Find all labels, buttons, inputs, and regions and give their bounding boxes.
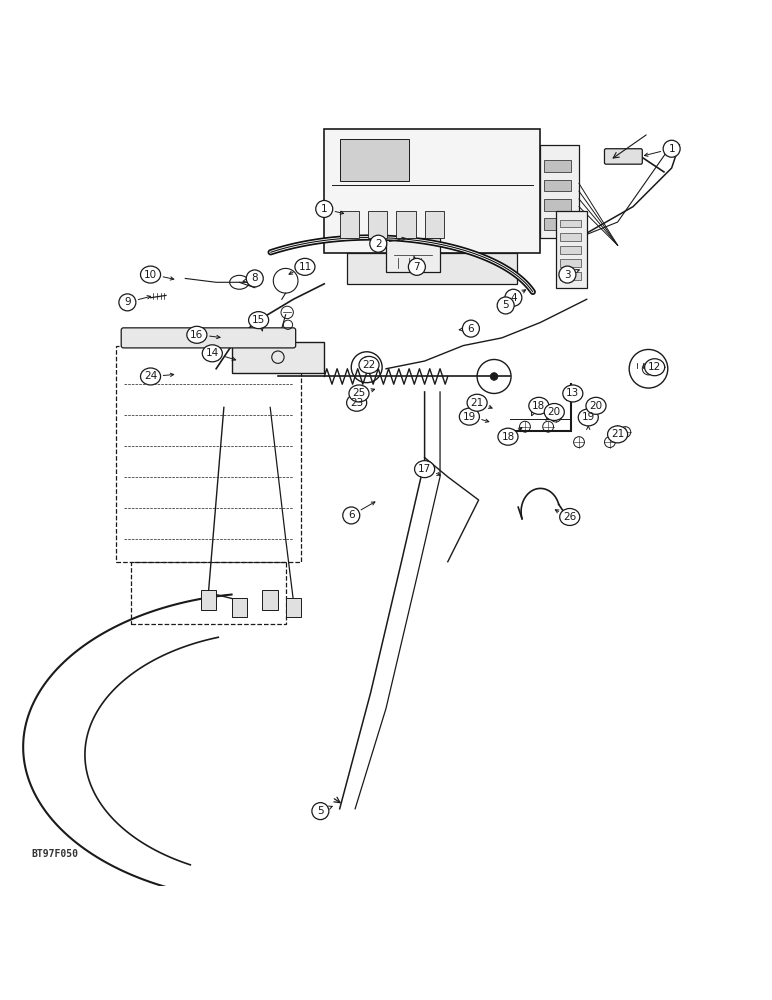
Text: 19: 19 [462,412,476,422]
Text: BT97F050: BT97F050 [31,849,78,859]
Text: 6: 6 [468,324,474,334]
FancyBboxPatch shape [540,145,579,238]
FancyBboxPatch shape [556,211,587,288]
FancyBboxPatch shape [340,139,409,181]
Circle shape [363,363,371,371]
FancyBboxPatch shape [340,211,359,238]
Ellipse shape [563,385,583,402]
Ellipse shape [608,426,628,443]
Ellipse shape [578,409,598,426]
Ellipse shape [187,326,207,343]
Text: 25: 25 [352,388,366,398]
FancyBboxPatch shape [386,238,440,272]
Ellipse shape [663,140,680,157]
Text: 26: 26 [563,512,577,522]
FancyBboxPatch shape [262,590,278,610]
FancyBboxPatch shape [347,253,517,284]
Text: 23: 23 [350,398,364,408]
Text: 2: 2 [375,239,381,249]
Text: 10: 10 [144,270,157,280]
Ellipse shape [370,235,387,252]
Ellipse shape [497,297,514,314]
Text: 15: 15 [252,315,266,325]
Ellipse shape [467,394,487,411]
FancyBboxPatch shape [286,598,301,617]
Ellipse shape [246,270,263,287]
Text: 16: 16 [190,330,204,340]
FancyBboxPatch shape [604,149,642,164]
Text: 20: 20 [589,401,603,411]
Text: 5: 5 [317,806,323,816]
Ellipse shape [347,394,367,411]
Text: 20: 20 [547,407,561,417]
Ellipse shape [459,408,479,425]
FancyBboxPatch shape [560,272,581,280]
Ellipse shape [316,200,333,217]
Text: 19: 19 [581,412,595,422]
Ellipse shape [498,428,518,445]
Ellipse shape [586,397,606,414]
Ellipse shape [529,397,549,414]
Ellipse shape [141,368,161,385]
FancyBboxPatch shape [121,328,296,348]
Ellipse shape [202,345,222,362]
Text: 8: 8 [252,273,258,283]
Ellipse shape [415,461,435,478]
Ellipse shape [559,266,576,283]
Ellipse shape [544,404,564,420]
Ellipse shape [295,258,315,275]
Text: 9: 9 [124,297,130,307]
Text: 1: 1 [321,204,327,214]
FancyBboxPatch shape [425,211,444,238]
Ellipse shape [505,289,522,306]
Text: 22: 22 [362,360,376,370]
FancyBboxPatch shape [232,598,247,617]
FancyBboxPatch shape [368,211,388,238]
FancyBboxPatch shape [560,220,581,227]
Circle shape [490,373,498,380]
Text: 21: 21 [470,398,484,408]
FancyBboxPatch shape [544,180,571,191]
Text: 7: 7 [414,262,420,272]
Text: 11: 11 [298,262,312,272]
Ellipse shape [560,508,580,525]
FancyBboxPatch shape [232,342,324,373]
Ellipse shape [462,320,479,337]
Text: 17: 17 [418,464,432,474]
Ellipse shape [119,294,136,311]
FancyBboxPatch shape [544,218,571,230]
Ellipse shape [359,356,379,373]
Ellipse shape [249,312,269,329]
Ellipse shape [343,507,360,524]
Ellipse shape [349,385,369,402]
FancyBboxPatch shape [324,129,540,253]
Text: 4: 4 [510,293,516,303]
Text: 5: 5 [503,300,509,310]
Ellipse shape [312,803,329,820]
Text: 14: 14 [205,348,219,358]
Text: 12: 12 [648,362,662,372]
FancyBboxPatch shape [560,259,581,267]
FancyBboxPatch shape [201,590,216,610]
Text: 1: 1 [669,144,675,154]
FancyBboxPatch shape [560,233,581,241]
Text: 24: 24 [144,371,157,381]
Text: 18: 18 [532,401,546,411]
FancyBboxPatch shape [544,160,571,172]
Ellipse shape [141,266,161,283]
Text: 6: 6 [348,510,354,520]
Text: 3: 3 [564,270,571,280]
Text: 13: 13 [566,388,580,398]
Ellipse shape [645,359,665,376]
Text: 18: 18 [501,432,515,442]
FancyBboxPatch shape [560,246,581,254]
Text: 21: 21 [611,429,625,439]
FancyBboxPatch shape [396,211,415,238]
FancyBboxPatch shape [544,199,571,211]
Ellipse shape [408,258,425,275]
